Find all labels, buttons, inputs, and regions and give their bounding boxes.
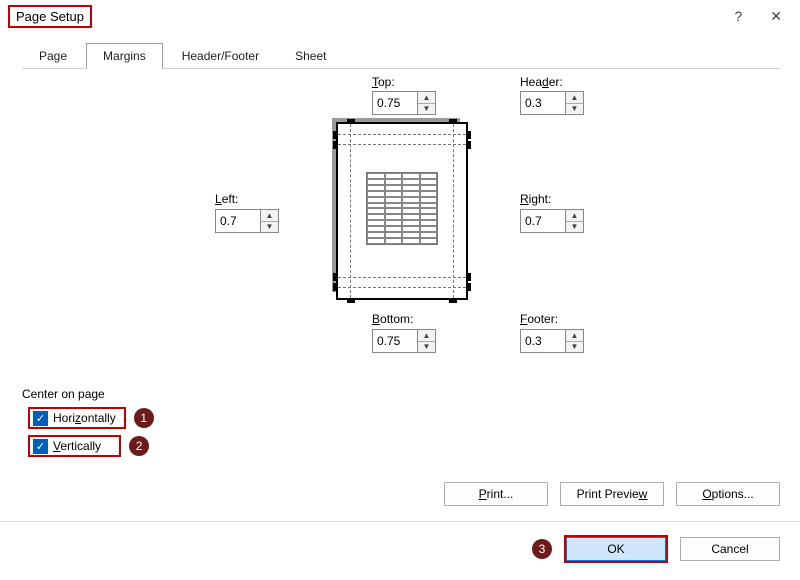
header-input[interactable] [521, 92, 565, 114]
spinner-up-icon[interactable]: ▲ [418, 330, 435, 342]
left-spinner[interactable]: ▲▼ [215, 209, 279, 233]
spinner-down-icon[interactable]: ▼ [418, 342, 435, 353]
annotation-2: 2 [129, 436, 149, 456]
annotation-3: 3 [532, 539, 552, 559]
header-label: Header: [520, 75, 563, 89]
page-preview [336, 122, 468, 300]
horizontally-checkbox-wrap[interactable]: ✓ Horizontally [28, 407, 126, 429]
spinner-down-icon[interactable]: ▼ [261, 222, 278, 233]
print-preview-button[interactable]: Print Preview [560, 482, 664, 506]
left-input[interactable] [216, 210, 260, 232]
window-title: Page Setup [8, 5, 92, 28]
vertically-checkbox-wrap[interactable]: ✓ Vertically [28, 435, 121, 457]
spinner-down-icon[interactable]: ▼ [566, 342, 583, 353]
spinner-up-icon[interactable]: ▲ [566, 92, 583, 104]
help-icon[interactable]: ? [734, 8, 742, 25]
spinner-up-icon[interactable]: ▲ [261, 210, 278, 222]
tab-margins[interactable]: Margins [86, 43, 163, 69]
bottom-spinner[interactable]: ▲▼ [372, 329, 436, 353]
spinner-down-icon[interactable]: ▼ [566, 104, 583, 115]
options-button[interactable]: Options... [676, 482, 780, 506]
top-input[interactable] [373, 92, 417, 114]
top-label: Top: [372, 75, 395, 89]
spinner-up-icon[interactable]: ▲ [566, 330, 583, 342]
header-spinner[interactable]: ▲▼ [520, 91, 584, 115]
check-icon: ✓ [33, 439, 48, 454]
print-button[interactable]: Print... [444, 482, 548, 506]
ok-button[interactable]: OK [566, 537, 666, 561]
vertically-label: Vertically [53, 439, 101, 453]
titlebar: Page Setup ? ✕ [0, 0, 800, 32]
bottom-label: Bottom: [372, 312, 413, 326]
top-spinner[interactable]: ▲▼ [372, 91, 436, 115]
check-icon: ✓ [33, 411, 48, 426]
bottom-input[interactable] [373, 330, 417, 352]
spinner-up-icon[interactable]: ▲ [418, 92, 435, 104]
dialog-action-row: Print... Print Preview Options... [444, 482, 780, 506]
center-on-page-title: Center on page [22, 387, 780, 401]
footer-spinner[interactable]: ▲▼ [520, 329, 584, 353]
cancel-button[interactable]: Cancel [680, 537, 780, 561]
tab-header-footer[interactable]: Header/Footer [165, 43, 276, 69]
tab-sheet[interactable]: Sheet [278, 43, 343, 69]
annotation-1: 1 [134, 408, 154, 428]
right-spinner[interactable]: ▲▼ [520, 209, 584, 233]
dialog-bottom-row: 3 OK Cancel [532, 535, 780, 563]
right-label: Right: [520, 192, 551, 206]
spinner-down-icon[interactable]: ▼ [566, 222, 583, 233]
left-label: Left: [215, 192, 238, 206]
horizontally-label: Horizontally [53, 411, 116, 425]
tabstrip: Page Margins Header/Footer Sheet [22, 42, 780, 69]
spinner-up-icon[interactable]: ▲ [566, 210, 583, 222]
divider [0, 521, 800, 522]
tab-page[interactable]: Page [22, 43, 84, 69]
close-icon[interactable]: ✕ [770, 8, 782, 25]
center-on-page-section: Center on page ✓ Horizontally 1 ✓ Vertic… [22, 387, 780, 457]
footer-input[interactable] [521, 330, 565, 352]
spinner-down-icon[interactable]: ▼ [418, 104, 435, 115]
right-input[interactable] [521, 210, 565, 232]
footer-label: Footer: [520, 312, 558, 326]
